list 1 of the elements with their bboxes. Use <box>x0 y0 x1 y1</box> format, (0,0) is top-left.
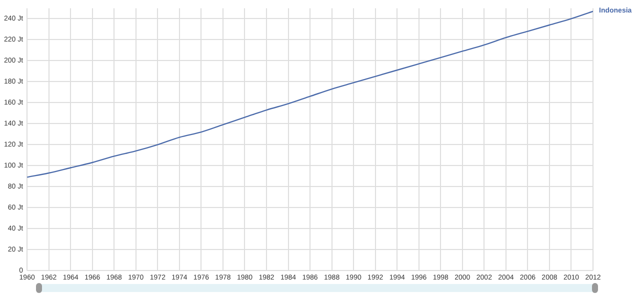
line-series <box>27 10 593 178</box>
